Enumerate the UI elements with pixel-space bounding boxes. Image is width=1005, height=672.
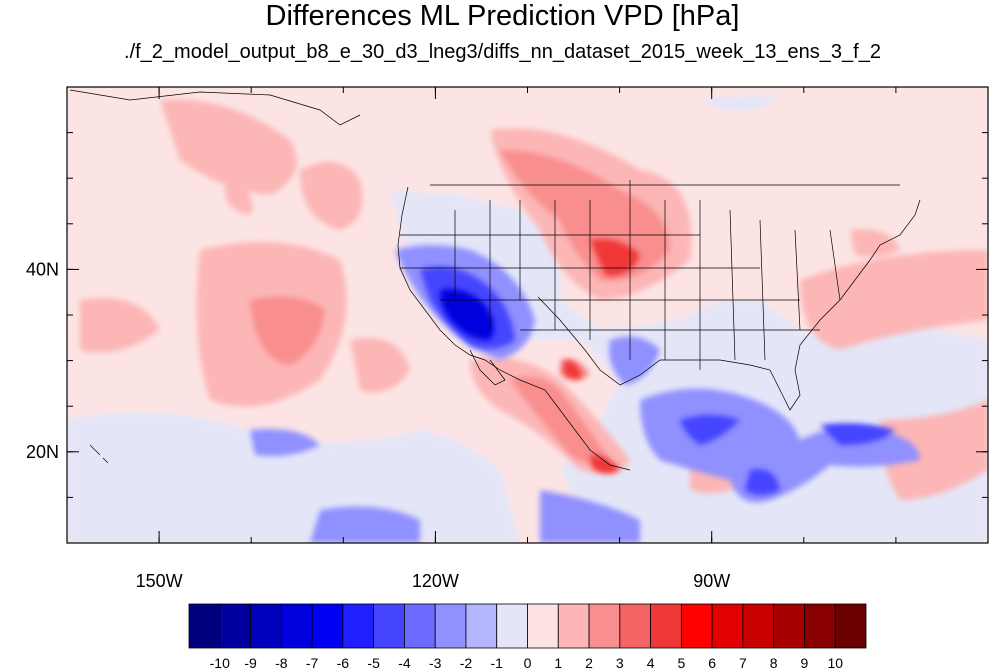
colorbar-swatch [404, 603, 436, 649]
colorbar-swatch [527, 603, 559, 649]
axis-ticks [66, 86, 989, 544]
colorbar-label: -9 [244, 655, 257, 671]
colorbar-label: 3 [616, 655, 624, 671]
colorbar-swatch [311, 603, 344, 649]
colorbar-swatch [650, 603, 682, 649]
colorbar-swatch [834, 603, 867, 649]
map-title: Differences ML Prediction VPD [hPa] [265, 0, 740, 32]
colorbar-label: -7 [306, 655, 319, 671]
colorbar-label: 2 [585, 655, 593, 671]
colorbar-swatch [219, 603, 251, 649]
map-subtitle: ./f_2_model_output_b8_e_30_d3_lneg3/diff… [124, 41, 881, 63]
colorbar-swatch [742, 603, 775, 649]
colorbar-swatch [342, 603, 375, 649]
colorbar-label: 1 [554, 655, 562, 671]
colorbar-swatch [496, 603, 528, 649]
colorbar-label: 5 [677, 655, 685, 671]
colorbar-swatch [250, 603, 282, 649]
x-tick-label: 150W [136, 571, 183, 591]
colorbar-swatch [680, 603, 713, 649]
axis-tick-labels: 150W 120W 90W 40N 20N [26, 259, 730, 591]
x-tick-label: 90W [693, 571, 730, 591]
colorbar-swatch [804, 603, 836, 649]
colorbar-label: -8 [275, 655, 288, 671]
colorbar [188, 603, 867, 649]
colorbar-label: 9 [801, 655, 809, 671]
colorbar-label: 0 [524, 655, 532, 671]
colorbar-label: 8 [770, 655, 778, 671]
colorbar-swatch [373, 603, 405, 649]
y-tick-label: 40N [26, 259, 59, 279]
colorbar-label: 6 [708, 655, 716, 671]
colorbar-label: -4 [398, 655, 411, 671]
colorbar-labels: -10 -9 -8 -7 -6 -5 -4 -3 -2 -1 0 1 2 3 4 5 6 7 8 9 10 [210, 655, 844, 671]
colorbar-swatch [619, 603, 651, 649]
colorbar-label: 7 [739, 655, 747, 671]
colorbar-swatch [711, 603, 744, 649]
coastlines-and-borders [69, 89, 921, 471]
x-tick-label: 120W [412, 571, 459, 591]
colorbar-swatch [557, 603, 590, 649]
colorbar-label: -6 [337, 655, 350, 671]
colorbar-swatch [588, 603, 621, 649]
colorbar-label: 4 [647, 655, 655, 671]
map-plot-area [67, 87, 988, 543]
neg-anomaly-deep [440, 289, 494, 340]
colorbar-swatch [773, 603, 805, 649]
colorbar-label: 10 [827, 655, 843, 671]
colorbar-label: -10 [210, 655, 230, 671]
colorbar-swatch [280, 603, 313, 649]
colorbar-label: -3 [429, 655, 442, 671]
colorbar-swatch [465, 603, 498, 649]
colorbar-label: -1 [491, 655, 504, 671]
y-tick-label: 20N [26, 442, 59, 462]
colorbar-swatch [434, 603, 467, 649]
colorbar-label: -5 [367, 655, 380, 671]
colorbar-swatch [188, 603, 221, 649]
colorbar-label: -2 [460, 655, 473, 671]
